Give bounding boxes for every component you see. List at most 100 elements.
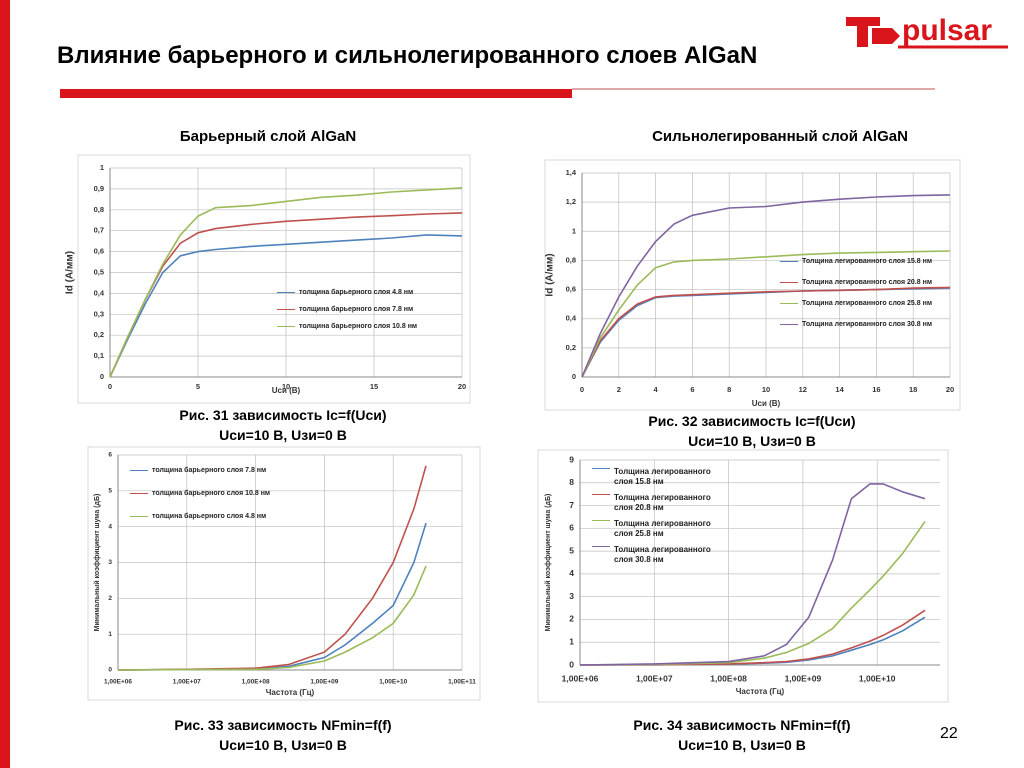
caption-line: Рис. 31 зависимость Ic=f(Uси) [179, 407, 387, 423]
y-tick-label: 0,8 [566, 255, 576, 264]
legend: толщина барьерного слоя 4.8 нм толщина ба… [277, 284, 452, 335]
y-tick-label: 0,7 [94, 226, 104, 235]
legend-item: толщина барьерного слоя 4.8 нм [130, 505, 280, 528]
legend-label: Толщина легированного слоя 15.8 нм [802, 258, 932, 265]
legend-label: Толщина легированного слоя 20.8 нм [802, 279, 932, 286]
y-tick-label: 8 [569, 477, 574, 487]
y-tick-label: 0,5 [94, 267, 104, 276]
y-tick-label: 4 [569, 568, 574, 578]
legend-swatch [277, 309, 295, 310]
x-tick-label: 5 [196, 382, 200, 391]
x-tick-label: 1,00E+07 [173, 679, 201, 686]
x-tick-label: 18 [909, 385, 917, 394]
y-tick-label: 0 [569, 659, 574, 669]
y-tick-label: 0 [108, 667, 112, 674]
y-tick-label: 0,8 [94, 205, 104, 214]
legend-item: Толщина легированного слоя 20.8 нм [592, 490, 717, 516]
caption-line: Рис. 34 зависимость NFmin=f(f) [633, 717, 851, 733]
caption-line: Рис. 32 зависимость Ic=f(Uси) [648, 413, 856, 429]
legend-swatch [592, 546, 610, 547]
caption: Рис. 32 зависимость Ic=f(Uси) Uси=10 В, … [648, 411, 855, 451]
legend-item: Толщина легированного слоя 30.8 нм [592, 542, 717, 568]
legend-label: толщина барьерного слоя 7.8 нм [152, 467, 267, 474]
y-tick-label: 1 [569, 636, 574, 646]
y-tick-label: 2 [108, 595, 112, 602]
logo: pulsar [902, 14, 993, 47]
x-tick-label: 1,00E+08 [242, 679, 270, 686]
x-tick-label: 6 [690, 385, 694, 394]
legend-swatch [780, 324, 798, 325]
y-tick-label: 5 [108, 488, 112, 495]
legend-label: Толщина легированного слоя 30.8 нм [614, 545, 711, 564]
legend-swatch [592, 520, 610, 521]
legend-swatch [592, 494, 610, 495]
series-line [581, 286, 951, 378]
legend-label: Толщина легированного слоя 15.8 нм [614, 467, 711, 486]
page-number: 22 [940, 725, 958, 742]
y-tick-label: 7 [569, 500, 574, 510]
x-tick-label: 12 [799, 385, 807, 394]
y-axis-label: Id (А/мм) [545, 253, 556, 296]
legend-item: толщина барьерного слоя 7.8 нм [130, 459, 280, 482]
x-tick-label: 0 [580, 385, 584, 394]
legend-item: Толщина легированного слоя 25.8 нм [592, 516, 717, 542]
x-tick-label: 14 [835, 385, 844, 394]
panel-heading: Барьерный слой AlGaN [179, 128, 357, 145]
caption-line: Uси=10 В, Uзи=0 В [688, 433, 816, 449]
legend-swatch [130, 470, 148, 471]
y-tick-label: 0,2 [94, 330, 104, 339]
y-tick-label: 0,3 [94, 309, 104, 318]
y-tick-label: 1 [108, 631, 112, 638]
y-tick-label: 0,4 [566, 314, 577, 323]
legend-label: Толщина легированного слоя 25.8 нм [614, 519, 711, 538]
legend-swatch [592, 468, 610, 469]
legend-item: толщина барьерного слоя 10.8 нм [130, 482, 280, 505]
x-tick-label: 1,00E+10 [859, 673, 896, 683]
legend: толщина барьерного слоя 7.8 нм толщина ба… [130, 459, 280, 528]
y-tick-label: 1,4 [566, 168, 577, 177]
chart-frame [87, 446, 481, 701]
x-tick-label: 10 [762, 385, 770, 394]
header-bar [60, 89, 572, 98]
y-tick-label: 9 [569, 454, 574, 464]
series-line [109, 187, 463, 378]
caption: Рис. 34 зависимость NFmin=f(f) Uси=10 В,… [633, 715, 850, 755]
x-tick-label: 1,00E+06 [562, 673, 599, 683]
legend-item: Толщина легированного слоя 30.8 нм [780, 314, 940, 335]
x-tick-label: 0 [108, 382, 112, 391]
legend-item: толщина барьерного слоя 10.8 нм [277, 318, 452, 335]
legend-swatch [277, 292, 295, 293]
y-tick-label: 2 [569, 614, 574, 624]
series-line [579, 483, 926, 666]
legend-item: Толщина легированного слоя 20.8 нм [780, 272, 940, 293]
legend-label: толщина барьерного слоя 4.8 нм [152, 513, 267, 520]
legend-swatch [780, 282, 798, 283]
x-tick-label: 4 [654, 385, 659, 394]
y-tick-label: 3 [569, 591, 574, 601]
x-tick-label: 1,00E+06 [104, 679, 132, 686]
y-tick-label: 6 [569, 523, 574, 533]
legend-item: Толщина легированного слоя 25.8 нм [780, 293, 940, 314]
x-tick-label: 10 [282, 382, 290, 391]
y-tick-label: 1,2 [566, 197, 576, 206]
y-tick-label: 1 [572, 226, 576, 235]
legend-item: толщина барьерного слоя 7.8 нм [277, 301, 452, 318]
y-tick-label: 1 [100, 163, 104, 172]
x-tick-label: 16 [872, 385, 880, 394]
legend: Толщина легированного слоя 15.8 нм Толщин… [780, 251, 940, 335]
legend-swatch [130, 493, 148, 494]
x-axis-label: Uси (В) [272, 386, 301, 395]
chart-frame [537, 449, 949, 703]
legend-label: Толщина легированного слоя 25.8 нм [802, 300, 932, 307]
y-tick-label: 4 [108, 523, 112, 530]
x-tick-label: 20 [946, 385, 954, 394]
y-tick-label: 0,6 [94, 247, 104, 256]
x-tick-label: 15 [370, 382, 378, 391]
series-line [581, 194, 951, 378]
caption-line: Uси=10 В, Uзи=0 В [219, 737, 347, 753]
y-tick-label: 3 [108, 559, 112, 566]
chart-frame [544, 159, 961, 411]
x-tick-label: 20 [458, 382, 466, 391]
y-axis-label: Id (А/мм) [65, 251, 76, 294]
